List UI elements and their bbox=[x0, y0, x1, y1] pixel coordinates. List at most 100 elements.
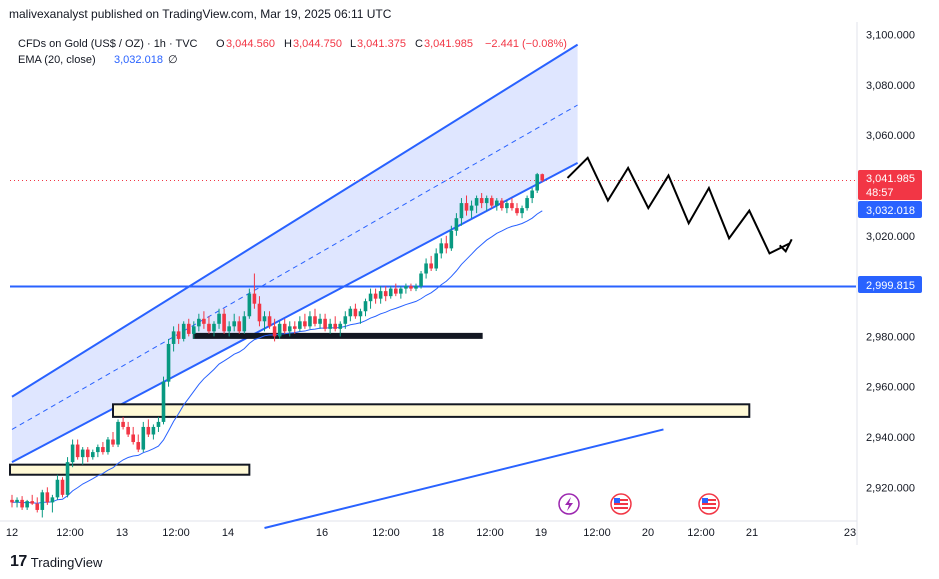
candle-body bbox=[171, 331, 176, 344]
candle-body bbox=[495, 200, 499, 206]
time-tick-label: 12:00 bbox=[162, 527, 190, 539]
candle-body bbox=[60, 479, 65, 495]
candle-body bbox=[429, 263, 433, 269]
last-price-tag: 3,041.985 48:57 bbox=[858, 170, 922, 200]
price-axis[interactable]: 3,100.0003,080.0003,060.0003,040.0003,02… bbox=[866, 30, 915, 495]
candle-body bbox=[308, 316, 312, 327]
candle-body bbox=[186, 323, 191, 334]
candle-body bbox=[313, 316, 317, 324]
time-tick-label: 14 bbox=[222, 527, 234, 539]
low-value: 3,041.375 bbox=[357, 38, 406, 50]
time-tick-label: 13 bbox=[116, 527, 128, 539]
time-axis[interactable]: 12 12:00 13 12:00 14 16 12:00 18 12:00 19 12:00 20 1… bbox=[6, 527, 856, 539]
candle-body bbox=[348, 308, 353, 317]
us-flag-icon[interactable] bbox=[698, 493, 720, 515]
time-tick-label: 12:00 bbox=[372, 527, 400, 539]
candle-body bbox=[479, 198, 484, 204]
tradingview-brand: TradingView bbox=[30, 554, 103, 570]
ema-price-tag: 3,032.018 bbox=[858, 201, 922, 218]
price-tick-label: 3,100.000 bbox=[866, 30, 915, 42]
price-tick-label: 2,940.000 bbox=[866, 432, 915, 444]
symbol-label: CFDs on Gold (US$ / OZ) · 1h · TVC bbox=[18, 38, 198, 50]
candle-body bbox=[444, 243, 449, 249]
time-tick-label: 12 bbox=[6, 527, 18, 539]
candle-body bbox=[40, 492, 45, 510]
time-tick-label: 12:00 bbox=[476, 527, 504, 539]
time-tick-label: 12:00 bbox=[687, 527, 715, 539]
candle-body bbox=[116, 421, 120, 445]
publish-header: malivexanalyst published on TradingView.… bbox=[9, 7, 392, 21]
candle-body bbox=[338, 323, 343, 329]
candle-body bbox=[156, 421, 161, 427]
channel-upper-line bbox=[11, 43, 579, 398]
candle-body bbox=[323, 318, 327, 329]
projection-path bbox=[566, 156, 791, 255]
candle-body bbox=[298, 321, 302, 329]
last-price-label: 3,041.985 bbox=[866, 173, 915, 185]
trend-line bbox=[264, 428, 664, 529]
candle-body bbox=[20, 499, 24, 508]
supply-demand-zone-2 bbox=[192, 332, 483, 339]
candle-body bbox=[424, 263, 428, 274]
candle-body bbox=[535, 174, 539, 191]
close-label: C bbox=[415, 38, 423, 50]
ema-extra: ∅ bbox=[168, 54, 178, 66]
candle-body bbox=[161, 381, 166, 422]
price-tick-label: 2,920.000 bbox=[866, 482, 915, 494]
change-value: −2.441 (−0.08%) bbox=[485, 38, 567, 50]
candle-body bbox=[207, 323, 211, 332]
candle-body bbox=[217, 313, 221, 324]
drawings-layer bbox=[9, 43, 856, 529]
candle-body bbox=[166, 343, 171, 382]
candle-body bbox=[106, 439, 110, 453]
ema-label: EMA (20, close) bbox=[18, 54, 96, 66]
price-tick-label: 2,960.000 bbox=[866, 382, 915, 394]
candle-body bbox=[409, 286, 413, 289]
candle-body bbox=[272, 326, 277, 337]
low-label: L bbox=[350, 38, 356, 50]
candle-body bbox=[181, 323, 186, 339]
candle-body bbox=[80, 449, 85, 458]
candle-body bbox=[50, 497, 55, 503]
candle-body bbox=[101, 447, 105, 453]
candle-body bbox=[15, 499, 19, 503]
candle-body bbox=[469, 205, 474, 211]
level-price-label: 2,999.815 bbox=[866, 280, 915, 292]
overlay-layer bbox=[566, 156, 793, 255]
open-value: 3,044.560 bbox=[226, 38, 275, 50]
candle-body bbox=[530, 190, 534, 199]
candle-body bbox=[45, 492, 50, 503]
candle-body bbox=[454, 218, 459, 231]
time-tick-label: 16 bbox=[316, 527, 328, 539]
candle-body bbox=[414, 286, 418, 289]
candle-body bbox=[75, 444, 80, 458]
us-flag-icon[interactable] bbox=[610, 493, 632, 515]
candle-body bbox=[399, 288, 403, 294]
candle-body bbox=[55, 479, 60, 498]
candle-body bbox=[65, 462, 70, 495]
candle-body bbox=[328, 323, 332, 329]
candle-body bbox=[378, 291, 383, 299]
countdown-label: 48:57 bbox=[866, 187, 894, 199]
candle-body bbox=[293, 326, 297, 329]
candle-body bbox=[70, 444, 75, 463]
lightning-icon[interactable] bbox=[558, 493, 580, 515]
candle-body bbox=[505, 203, 509, 209]
candle-body bbox=[136, 442, 141, 450]
price-tick-label: 2,980.000 bbox=[866, 331, 915, 343]
candle-body bbox=[257, 303, 262, 322]
candle-body bbox=[282, 323, 287, 332]
candle-body bbox=[388, 288, 393, 297]
candle-body bbox=[247, 293, 252, 317]
tradingview-branding[interactable]: 17 TradingView bbox=[10, 553, 102, 571]
candle-body bbox=[353, 308, 358, 317]
candle-body bbox=[540, 174, 545, 181]
candle-body bbox=[25, 501, 29, 508]
candle-body bbox=[126, 426, 130, 435]
candle-body bbox=[343, 316, 348, 324]
candle-body bbox=[520, 208, 524, 214]
level-price-tag: 2,999.815 bbox=[858, 276, 922, 293]
close-value: 3,041.985 bbox=[424, 38, 473, 50]
time-tick-label: 21 bbox=[746, 527, 758, 539]
